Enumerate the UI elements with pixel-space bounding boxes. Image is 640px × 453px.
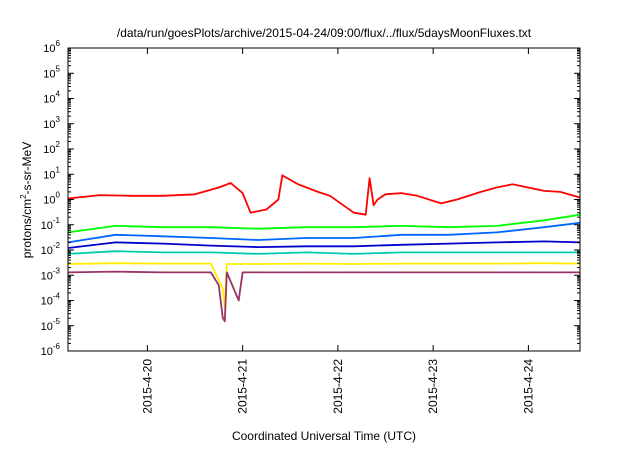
y-tick-label-base: 10 xyxy=(43,169,55,181)
series-line-3 xyxy=(67,221,581,244)
y-tick-label-base: 10 xyxy=(41,220,53,232)
y-tick-label: 10-6 xyxy=(41,342,61,358)
y-tick-label: 101 xyxy=(43,165,60,181)
x-axis: 2015-4-20 2015-4-21 2015-4-22 2015-4-23 2015… xyxy=(140,48,535,414)
y-tick-label-base: 10 xyxy=(41,270,53,282)
y-tick-label-base: 10 xyxy=(43,43,55,55)
x-tick-label: 2015-4-22 xyxy=(331,359,345,414)
plot-frame xyxy=(67,47,581,352)
y-axis-title-prefix: protons/cm xyxy=(20,199,34,258)
y-tick-label-exp: 2 xyxy=(56,140,61,149)
y-tick-label: 10-3 xyxy=(41,266,61,282)
y-tick-label: 105 xyxy=(43,64,60,80)
series-line-1 xyxy=(67,174,581,216)
x-tick-label: 2015-4-21 xyxy=(236,359,250,414)
y-tick-label: 100 xyxy=(43,191,60,207)
x-axis-title: Coordinated Universal Time (UTC) xyxy=(232,429,416,443)
y-axis-title-suffix: -s-sr-MeV xyxy=(20,142,34,195)
y-tick-label-base: 10 xyxy=(41,346,53,358)
y-tick-label-exp: -6 xyxy=(53,342,61,351)
series-line-5 xyxy=(67,250,580,255)
y-tick-label-base: 10 xyxy=(43,68,55,80)
y-tick-label: 10-2 xyxy=(41,241,61,257)
y-tick-label-base: 10 xyxy=(43,144,55,156)
x-tick-label: 2015-4-24 xyxy=(521,359,535,414)
y-tick-label-base: 10 xyxy=(43,119,55,131)
y-tick-label-base: 10 xyxy=(43,195,55,207)
x-tick-label: 2015-4-23 xyxy=(426,359,440,414)
y-tick-label-exp: 3 xyxy=(56,115,61,124)
y-tick-label-exp: 4 xyxy=(56,90,61,99)
chart-title: /data/run/goesPlots/archive/2015-04-24/0… xyxy=(117,26,532,40)
y-tick-label-exp: -4 xyxy=(53,292,61,301)
series-line-4 xyxy=(67,240,581,249)
series-layer xyxy=(67,174,581,323)
y-tick-label: 10-1 xyxy=(41,216,61,232)
y-tick-label-exp: -2 xyxy=(53,241,61,250)
series-line-7 xyxy=(67,270,580,323)
series-line-6 xyxy=(67,262,581,310)
y-tick-label-base: 10 xyxy=(41,245,53,257)
y-tick-label-exp: 5 xyxy=(56,64,61,73)
y-axis-title: protons/cm2-s-sr-MeV xyxy=(19,142,34,258)
y-tick-label-exp: 0 xyxy=(56,191,61,200)
y-tick-label-base: 10 xyxy=(41,296,53,308)
y-tick-label: 104 xyxy=(43,90,60,106)
y-tick-label-base: 10 xyxy=(41,321,53,333)
y-tick-label: 103 xyxy=(43,115,60,131)
y-axis: 10-610-510-410-310-210-11001011021031041… xyxy=(41,39,580,358)
y-tick-label: 10-5 xyxy=(41,317,61,333)
series-line-2 xyxy=(67,213,581,234)
y-tick-label-base: 10 xyxy=(43,94,55,106)
y-tick-label-exp: -3 xyxy=(53,266,61,275)
y-tick-label-exp: 1 xyxy=(56,165,61,174)
y-tick-label: 102 xyxy=(43,140,60,156)
y-tick-label: 106 xyxy=(43,39,60,55)
y-tick-label-exp: -5 xyxy=(53,317,61,326)
y-tick-label-exp: -1 xyxy=(53,216,61,225)
y-axis-title-sup: 2 xyxy=(19,194,28,199)
y-tick-label-exp: 6 xyxy=(56,39,61,48)
x-tick-label: 2015-4-20 xyxy=(140,359,154,414)
y-tick-label: 10-4 xyxy=(41,292,61,308)
